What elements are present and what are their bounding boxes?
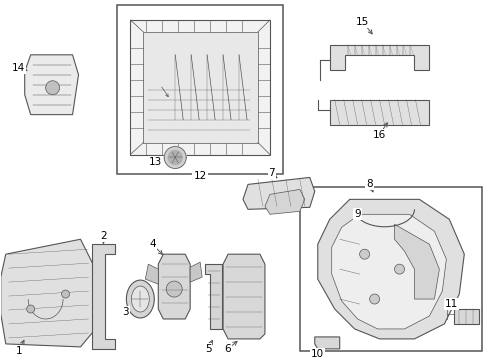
- Polygon shape: [394, 224, 439, 299]
- Text: 8: 8: [366, 179, 372, 189]
- Polygon shape: [143, 32, 258, 143]
- Polygon shape: [223, 254, 264, 339]
- Circle shape: [166, 281, 182, 297]
- Polygon shape: [164, 147, 186, 168]
- Text: 15: 15: [355, 17, 368, 27]
- Circle shape: [394, 264, 404, 274]
- Text: 1: 1: [16, 346, 22, 356]
- Polygon shape: [317, 199, 463, 339]
- Text: 16: 16: [372, 130, 386, 140]
- Text: 3: 3: [122, 307, 128, 317]
- Polygon shape: [1, 239, 95, 347]
- Polygon shape: [243, 177, 314, 209]
- Polygon shape: [130, 20, 269, 154]
- Polygon shape: [329, 100, 428, 125]
- Polygon shape: [204, 264, 222, 329]
- Bar: [299, 188, 481, 351]
- Text: 6: 6: [224, 344, 231, 354]
- Polygon shape: [25, 55, 79, 114]
- Polygon shape: [158, 254, 190, 319]
- Circle shape: [27, 305, 35, 313]
- Polygon shape: [264, 189, 304, 214]
- Text: 7: 7: [268, 168, 275, 179]
- Polygon shape: [92, 244, 115, 349]
- Polygon shape: [190, 262, 202, 282]
- Ellipse shape: [126, 280, 154, 318]
- Bar: [117, 5, 282, 175]
- Text: 12: 12: [193, 171, 206, 181]
- Circle shape: [369, 294, 379, 304]
- Circle shape: [61, 290, 69, 298]
- Text: 9: 9: [354, 209, 360, 219]
- Polygon shape: [168, 150, 182, 165]
- Text: 2: 2: [100, 231, 106, 241]
- Text: 5: 5: [204, 344, 211, 354]
- Circle shape: [45, 81, 60, 95]
- Polygon shape: [329, 45, 428, 70]
- Polygon shape: [145, 264, 158, 284]
- Polygon shape: [314, 337, 339, 349]
- Text: 11: 11: [444, 299, 457, 309]
- Text: 14: 14: [12, 63, 25, 73]
- Text: 13: 13: [148, 157, 162, 167]
- Ellipse shape: [131, 286, 149, 312]
- Text: 4: 4: [149, 239, 155, 249]
- Polygon shape: [453, 309, 478, 324]
- Text: 10: 10: [310, 349, 324, 359]
- Circle shape: [359, 249, 369, 259]
- Polygon shape: [331, 214, 446, 329]
